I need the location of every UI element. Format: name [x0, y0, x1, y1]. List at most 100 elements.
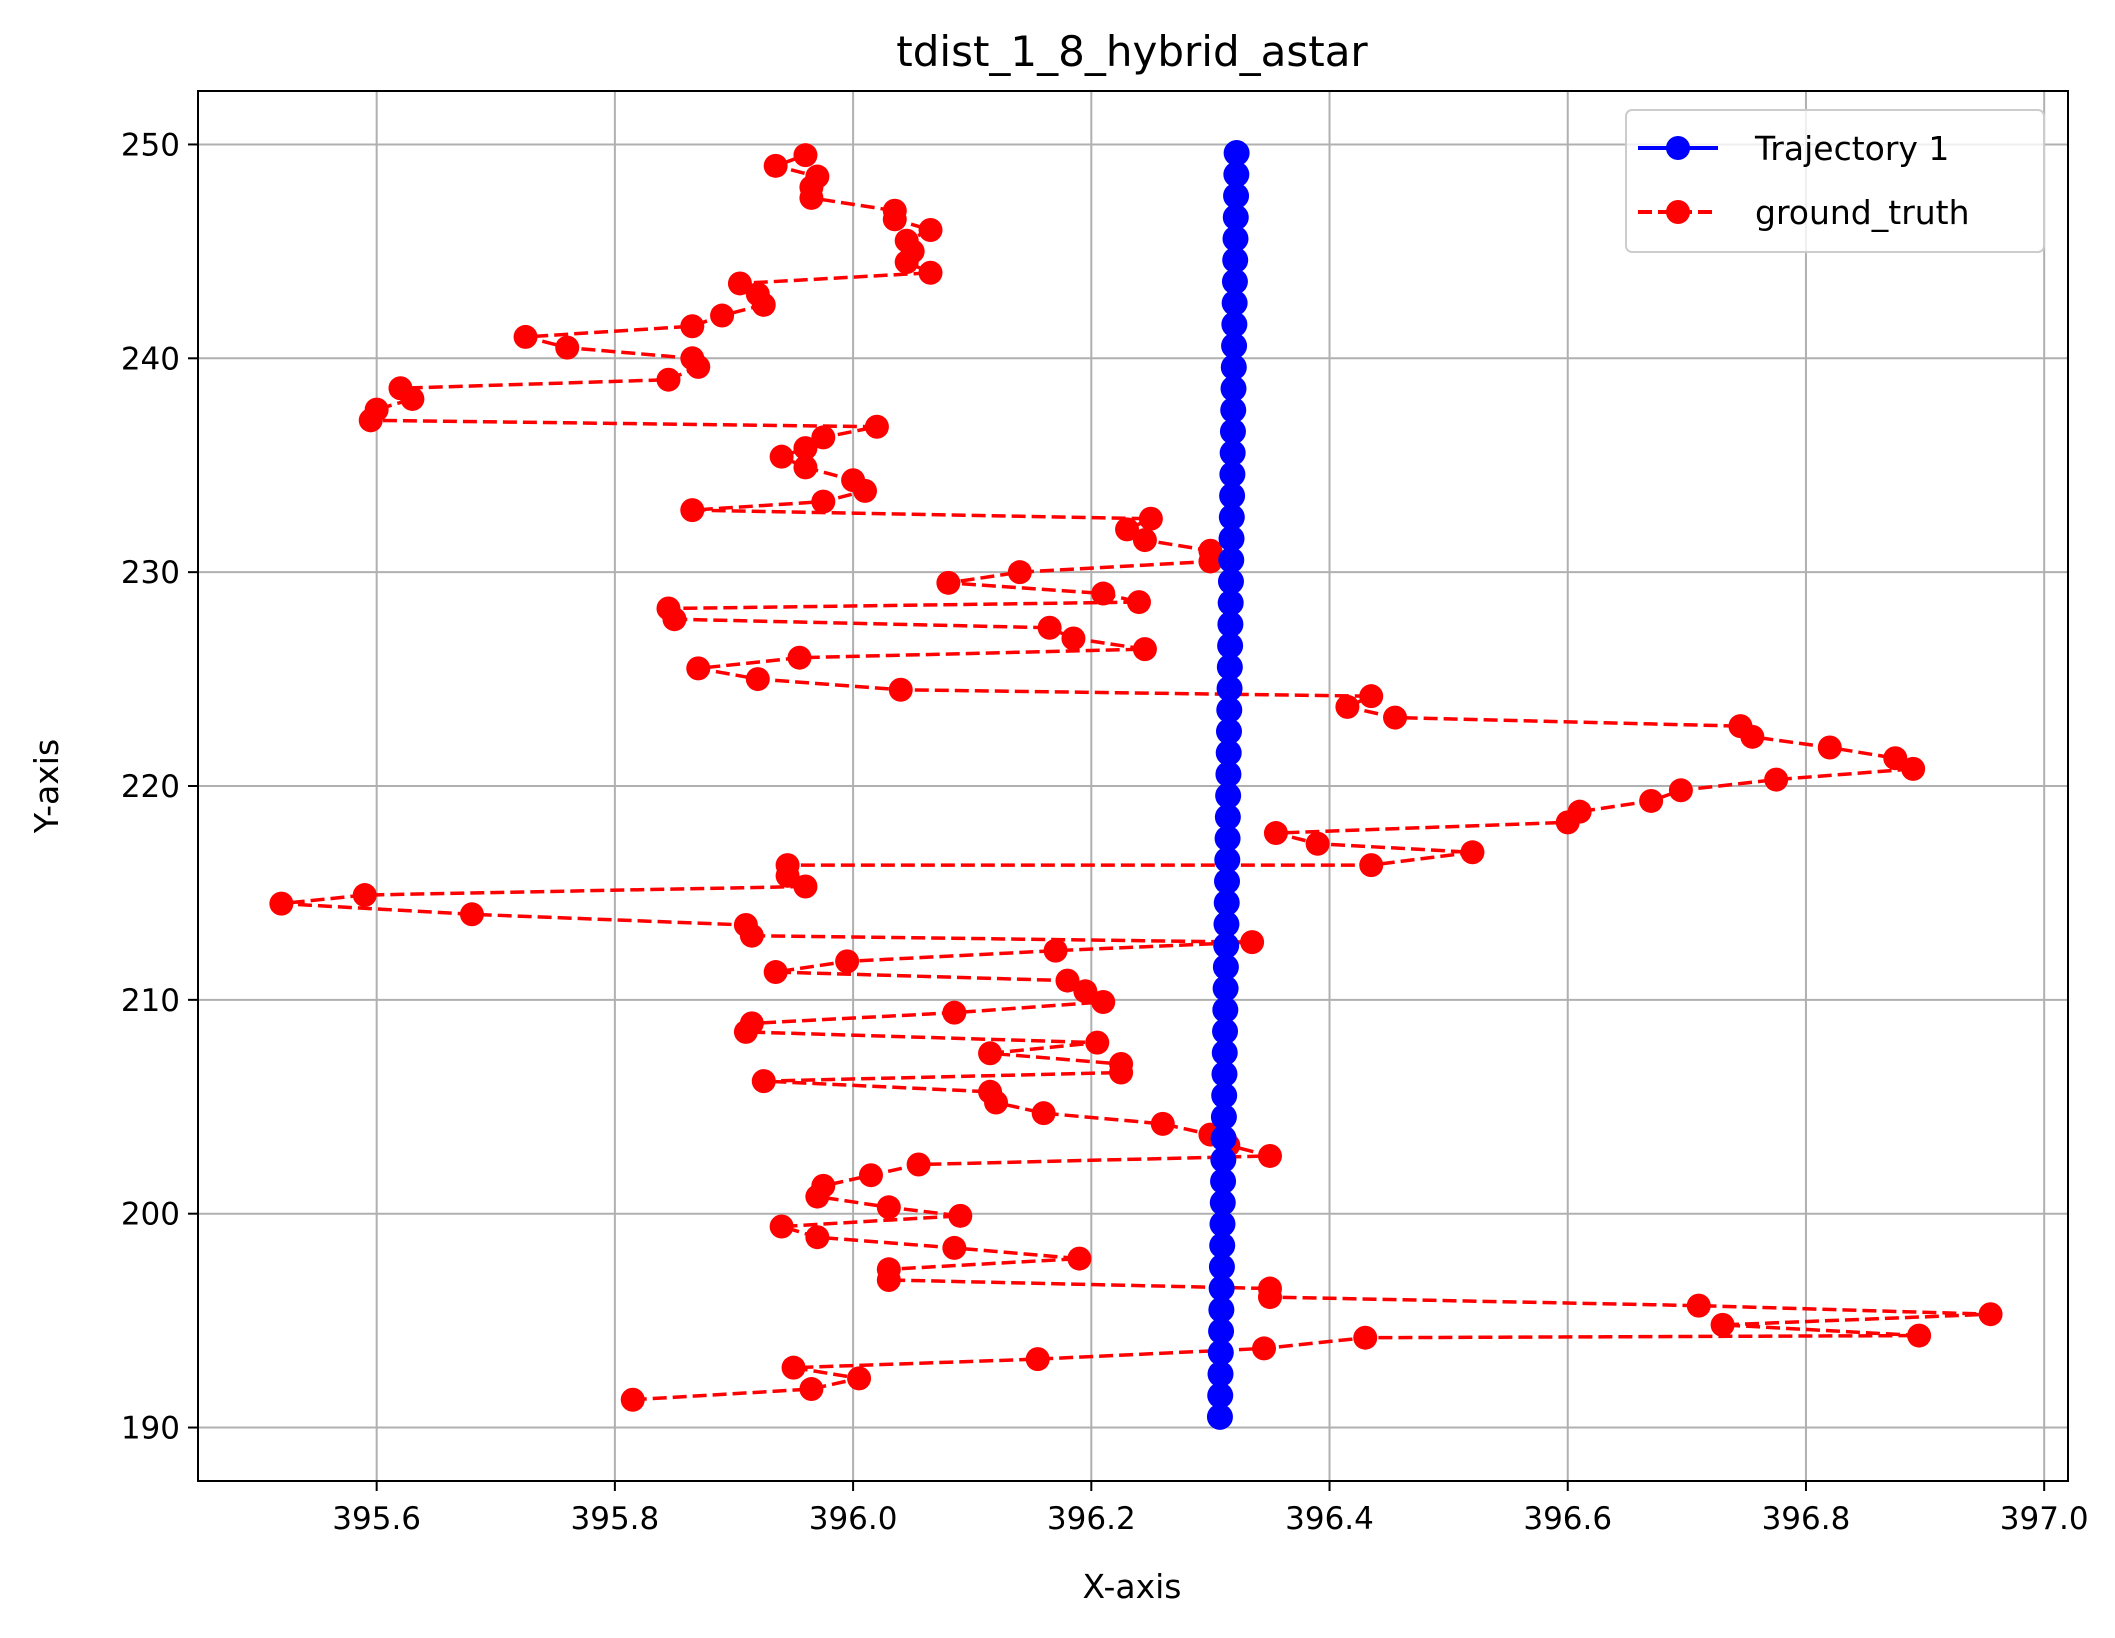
trajectory-1-point — [1215, 739, 1242, 766]
ground-truth-point — [918, 218, 943, 242]
x-tick-label: 395.8 — [571, 1501, 660, 1537]
ground-truth-point — [1061, 626, 1086, 651]
chart-title: tdist_1_8_hybrid_astar — [896, 27, 1368, 76]
ground-truth-point — [835, 949, 860, 974]
trajectory-1-point — [1223, 161, 1250, 188]
trajectory-1-point — [1213, 911, 1240, 938]
legend-ground-truth-label: ground_truth — [1755, 193, 1970, 232]
ground-truth-point — [936, 570, 961, 595]
ground-truth-point — [1257, 1143, 1282, 1168]
ground-truth-point — [656, 596, 681, 621]
ground-truth-point — [1335, 694, 1360, 719]
ground-truth-point — [1710, 1312, 1735, 1337]
ground-truth-point — [1817, 735, 1842, 760]
trajectory-1-point — [1217, 632, 1244, 659]
ground-truth-point — [942, 1235, 967, 1260]
ground-truth-point — [876, 1195, 901, 1220]
trajectory-1-point — [1215, 718, 1242, 745]
ground-truth-point — [793, 143, 818, 168]
trajectory-1-point — [1206, 1403, 1233, 1430]
ground-truth-point — [841, 468, 866, 493]
ground-truth-point — [1109, 1052, 1134, 1076]
ground-truth-point — [769, 444, 794, 469]
trajectory-1-point — [1217, 568, 1244, 595]
trajectory-1-point — [1221, 311, 1248, 338]
ground-truth-point — [805, 1225, 830, 1250]
trajectory-1-point — [1218, 525, 1245, 552]
trajectory-1-point — [1217, 611, 1244, 638]
ground-truth-point — [763, 960, 788, 985]
ground-truth-point — [1126, 590, 1151, 615]
ground-truth-point — [1353, 1325, 1378, 1350]
ground-truth-point — [656, 367, 681, 392]
trajectory-1-point — [1219, 418, 1246, 445]
trajectory-1-point — [1220, 354, 1247, 381]
series-trajectory-1 — [1206, 140, 1250, 1430]
x-tick-label: 396.0 — [809, 1501, 898, 1537]
trajectory-1-point — [1220, 397, 1247, 424]
trajectory-1-point — [1212, 975, 1239, 1002]
trajectory-1-point — [1223, 140, 1250, 167]
ground-truth-point — [745, 282, 770, 307]
ground-truth-point — [1043, 938, 1068, 963]
ground-truth-point — [686, 656, 711, 681]
trajectory-1-point — [1212, 1018, 1239, 1045]
ground-truth-point — [1115, 517, 1140, 542]
ground-truth-point — [459, 902, 484, 927]
ground-truth-point — [858, 1163, 883, 1188]
x-tick-label: 396.2 — [1047, 1501, 1136, 1537]
trajectory-1-point — [1210, 1125, 1237, 1152]
ground-truth-point — [948, 1203, 973, 1228]
ground-truth-point — [680, 314, 705, 339]
ground-truth-point — [1978, 1302, 2003, 1327]
x-axis-label: X-axis — [1083, 1567, 1182, 1606]
trajectory-1-point — [1221, 289, 1248, 316]
ground-truth-point — [1668, 778, 1693, 803]
y-tick-label: 240 — [121, 341, 180, 377]
trajectory-1-point — [1212, 954, 1239, 981]
trajectory-1-point — [1208, 1275, 1235, 1302]
legend-box — [1625, 109, 2045, 253]
ground-truth-point — [555, 335, 580, 360]
ground-truth-point — [1257, 1276, 1282, 1301]
trajectory-1-point — [1221, 332, 1248, 359]
ground-truth-point — [1728, 714, 1753, 739]
trajectory-1-point — [1215, 782, 1242, 809]
y-axis-label: Y-axis — [27, 739, 66, 834]
ground-truth-point — [364, 397, 389, 422]
ground-truth-point — [1383, 705, 1408, 730]
ground-truth-point — [1686, 1293, 1711, 1318]
y-tick-label: 230 — [121, 555, 180, 591]
ground-truth-point — [906, 1152, 931, 1177]
trajectory-1-point — [1214, 868, 1241, 895]
ground-truth-point — [1359, 853, 1384, 878]
ground-truth-point — [978, 1041, 1003, 1066]
ground-truth-point — [811, 489, 836, 514]
ground-truth-point — [1091, 581, 1116, 606]
ground-truth-point — [1198, 538, 1223, 563]
ground-truth-point — [739, 1011, 764, 1036]
trajectory-1-point — [1218, 504, 1245, 531]
trajectory-1-point — [1219, 482, 1246, 509]
ground-truth-point — [793, 874, 818, 899]
ground-truth-point — [1150, 1111, 1175, 1136]
ground-truth-point — [1305, 831, 1330, 856]
legend-ground-truth-marker — [1666, 200, 1690, 224]
ground-truth-point — [710, 303, 735, 328]
ground-truth-point — [781, 1355, 806, 1380]
ground-truth-point — [620, 1387, 645, 1412]
ground-truth-point — [733, 913, 758, 937]
ground-truth-point — [1764, 767, 1789, 792]
y-tick-label: 250 — [121, 127, 180, 163]
ground-truth-point — [1055, 968, 1080, 993]
ground-truth-point — [388, 376, 413, 401]
trajectory-1-point — [1213, 932, 1240, 959]
ground-truth-point — [775, 853, 800, 878]
ground-truth-point — [894, 228, 919, 253]
ground-truth-point — [352, 883, 377, 908]
ground-truth-point — [1901, 756, 1926, 781]
trajectory-1-point — [1223, 182, 1250, 209]
ground-truth-point — [1883, 746, 1908, 771]
